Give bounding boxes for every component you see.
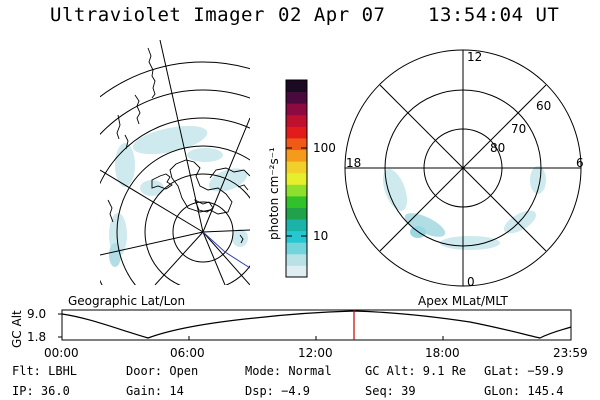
right-panel-caption: Apex MLat/MLT	[418, 294, 508, 308]
colorbar-tick-100: 100	[313, 141, 336, 155]
mlt-labels: 12 6 0 18	[346, 50, 584, 289]
colorbar-segment	[286, 207, 307, 220]
mlt-spokes	[345, 50, 581, 286]
colorbar-ticks	[286, 147, 307, 237]
mlt-label-18: 18	[346, 156, 361, 170]
colorbar-segment	[286, 103, 307, 116]
colorbar-tick-10: 10	[313, 229, 328, 243]
timeline-x-tick-3: 18:00	[425, 346, 460, 360]
status-info: Flt: LBHL Door: Open Mode: Normal GC Alt…	[12, 364, 563, 398]
mlat-label-80: 80	[490, 141, 505, 155]
colorbar-unit-label: photon cm⁻²s⁻¹	[267, 147, 281, 240]
info-filter: Flt: LBHL	[12, 364, 77, 378]
info-gc-alt: GC Alt: 9.1 Re	[365, 364, 466, 378]
info-seq: Seq: 39	[365, 384, 416, 398]
mlt-label-0: 0	[467, 275, 475, 289]
timeline-x-tick-2: 12:00	[298, 346, 333, 360]
info-dsp: Dsp: −4.9	[245, 384, 310, 398]
mlat-label-70: 70	[511, 122, 526, 136]
timeline-ticks	[58, 313, 572, 340]
intensity-colorbar	[286, 80, 307, 278]
info-gain: Gain: 14	[126, 384, 184, 398]
aurora-emission-left	[109, 125, 248, 267]
mlt-label-12: 12	[467, 50, 482, 64]
colorbar-segment	[286, 219, 307, 232]
info-glon: GLon: 145.4	[484, 384, 563, 398]
colorbar-frame	[285, 79, 308, 278]
satellite-ground-track	[202, 231, 250, 269]
latitude-circles	[100, 61, 250, 285]
timeline-x-tick-0: 00:00	[44, 346, 79, 360]
altitude-curve	[61, 310, 572, 339]
info-ip: IP: 36.0	[12, 384, 70, 398]
colorbar-segment	[286, 265, 307, 278]
colorbar-segment	[286, 230, 307, 243]
observation-time: 13:54:04 UT	[428, 4, 560, 26]
mlat-label-60: 60	[536, 99, 551, 113]
geographic-map	[100, 40, 250, 285]
magnetic-polar-plot: 12 6 0 18 60 70 80	[344, 49, 584, 289]
coastlines	[107, 47, 250, 244]
altitude-timeline: GC Alt 9.0 1.8 00:00 06:00 12:00 18:00 2…	[10, 307, 588, 360]
colorbar-segment	[286, 161, 307, 174]
timeline-y-tick-top: 9.0	[27, 307, 46, 321]
aurora-emission-right	[382, 166, 546, 250]
info-door: Door: Open	[126, 364, 198, 378]
colorbar-segment	[286, 195, 307, 208]
timeline-x-tick-1: 06:00	[170, 346, 205, 360]
colorbar-segment	[286, 184, 307, 197]
colorbar-segment	[286, 126, 307, 139]
colorbar-segment	[286, 253, 307, 266]
mlt-label-6: 6	[576, 156, 584, 170]
timeline-y-tick-bottom: 1.8	[27, 330, 46, 344]
instrument-title: Ultraviolet Imager	[50, 4, 265, 26]
timeline-y-label: GC Alt	[10, 310, 24, 348]
info-mode: Mode: Normal	[245, 364, 332, 378]
colorbar-segment	[286, 242, 307, 255]
colorbar-segment	[286, 80, 307, 93]
colorbar-segment	[286, 91, 307, 104]
mlat-labels: 60 70 80	[490, 99, 551, 155]
observation-date: 02 Apr 07	[278, 4, 386, 26]
info-glat: GLat: −59.9	[484, 364, 563, 378]
colorbar-segment	[286, 137, 307, 151]
timeline-x-tick-4: 23:59	[553, 346, 588, 360]
colorbar-segment	[286, 114, 307, 127]
colorbar-segment	[286, 149, 307, 162]
left-panel-caption: Geographic Lat/Lon	[68, 294, 185, 308]
colorbar-segment	[286, 172, 307, 185]
